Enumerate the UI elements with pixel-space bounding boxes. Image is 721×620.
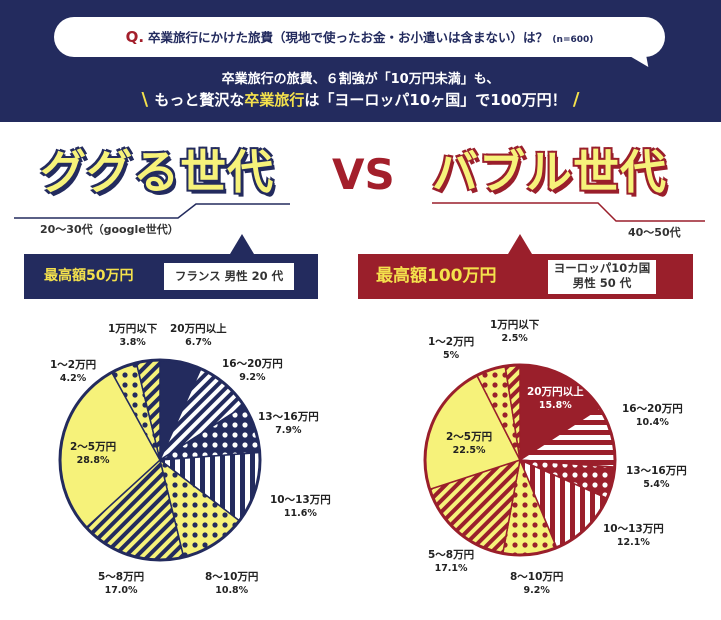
right-max-panel: 最高額100万円 ヨーロッパ10カ国 男性 50 代 [358,234,693,299]
left-max-detail: フランス 男性 20 代 [164,263,294,290]
headline-part-b: 卒業旅行 [244,91,305,109]
q-mark: Q. [125,28,145,46]
left-label-10-13man: 10～13万円 11.6% [270,494,331,519]
left-age: 20～30代（google世代） [40,223,179,236]
right-label-5-8man: 5～8万円 17.1% [428,549,475,574]
vs-label: VS [332,150,395,199]
slash-right-icon: / [566,89,580,110]
headline-line1: 卒業旅行の旅費、６割強が「10万円未満」も、 [221,72,500,87]
right-label-16-20man: 16～20万円 10.4% [622,403,683,428]
right-label-1-2man: 1～2万円 5% [428,336,475,361]
right-label-13-16man: 13～16万円 5.4% [626,465,687,490]
left-label-1man-ika: 1万円以下 3.8% [108,323,158,348]
headline-part-c: は「ヨーロッパ10ヶ国」で100万円！ [304,91,567,109]
question-bubble: Q. 卒業旅行にかけた旅費（現地で使ったお金・お小遣いは含まない）は？ (n=60… [54,17,665,73]
left-label-5-8man: 5～8万円 17.0% [98,571,145,596]
slash-left-icon: \ [141,89,155,110]
right-detail-line2: 男性 50 代 [572,276,632,290]
left-label-8-10man: 8～10万円 10.8% [205,571,259,596]
left-title: ググる世代 [40,145,275,199]
left-panel-tail [230,234,254,254]
pie-outline [423,363,617,557]
right-label-20man-ijo: 20万円以上 15.8% [527,386,584,411]
right-label-1man-ika: 1万円以下 2.5% [490,319,540,344]
left-max-panel: 最高額50万円 フランス 男性 20 代 [24,234,318,299]
right-max-detail: ヨーロッパ10カ国 男性 50 代 [548,260,656,294]
right-label-10-13man: 10～13万円 12.1% [603,523,664,548]
headline-line2: \ もっと贅沢な卒業旅行は「ヨーロッパ10ヶ国」で100万円！ / [0,89,721,110]
right-label-2-5man: 2～5万円 22.5% [446,431,493,456]
right-age: 40～50代 [628,226,681,239]
left-label-16-20man: 16～20万円 9.2% [222,358,283,383]
sample-size: (n=600) [552,35,594,45]
question-text: Q. 卒業旅行にかけた旅費（現地で使ったお金・お小遣いは含まない）は？ (n=60… [54,17,665,57]
right-pie [423,363,617,557]
pie-outline [58,358,262,562]
left-label-13-16man: 13～16万円 7.9% [258,411,319,436]
right-label-8-10man: 8～10万円 9.2% [510,571,564,596]
right-title: バブル世代 [432,145,667,199]
left-label-1-2man: 1～2万円 4.2% [50,359,97,384]
left-label-2-5man: 2～5万円 28.8% [70,441,117,466]
left-label-20man-ijo: 20万円以上 6.7% [170,323,227,348]
right-panel-tail [508,234,532,254]
right-max-label: 最高額100万円 [376,266,497,286]
left-pie [58,358,262,562]
headline-part-a: もっと贅沢な [154,91,245,109]
left-max-label: 最高額50万円 [44,268,134,284]
question: 卒業旅行にかけた旅費（現地で使ったお金・お小遣いは含まない）は？ [148,30,549,45]
right-detail-line1: ヨーロッパ10カ国 [553,261,651,275]
